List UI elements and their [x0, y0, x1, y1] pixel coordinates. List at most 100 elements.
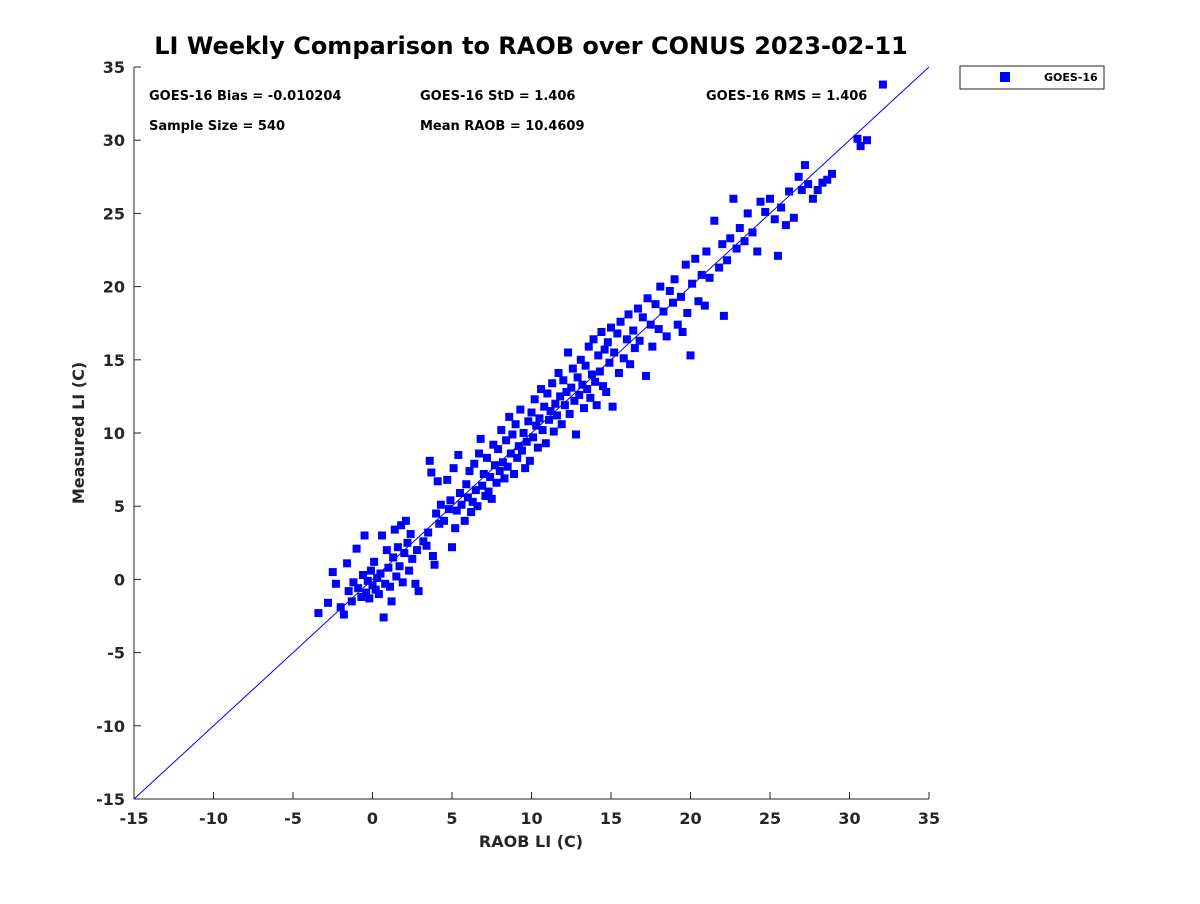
x-tick-label: 10	[520, 809, 542, 828]
data-point	[740, 237, 749, 246]
data-point	[575, 390, 584, 399]
data-point	[428, 551, 437, 560]
data-point	[502, 436, 511, 445]
data-point	[678, 327, 687, 336]
data-point	[343, 559, 352, 568]
data-point	[430, 560, 439, 569]
data-point	[457, 500, 466, 509]
data-point	[634, 304, 643, 313]
data-point	[403, 538, 412, 547]
data-point	[568, 364, 577, 373]
data-point	[506, 449, 515, 458]
y-tick-label: 35	[103, 58, 125, 77]
data-point	[622, 335, 631, 344]
data-point	[455, 489, 464, 498]
data-point	[484, 487, 493, 496]
data-point	[572, 430, 581, 439]
data-point	[616, 317, 625, 326]
data-point	[505, 412, 514, 421]
data-point	[669, 298, 678, 307]
data-point	[513, 453, 522, 462]
data-point	[498, 458, 507, 467]
data-point	[443, 475, 452, 484]
data-point	[475, 449, 484, 458]
data-point	[614, 368, 623, 377]
x-tick-label: 35	[918, 809, 940, 828]
data-point	[626, 360, 635, 369]
data-point	[804, 180, 813, 189]
data-point	[548, 379, 557, 388]
data-point	[549, 427, 558, 436]
data-point	[613, 329, 622, 338]
y-axis-label: Measured LI (C)	[69, 362, 88, 504]
data-point	[543, 389, 552, 398]
data-point	[797, 185, 806, 194]
data-point	[519, 429, 528, 437]
data-point	[452, 506, 461, 515]
x-tick-label: 25	[759, 809, 781, 828]
data-point	[357, 592, 366, 601]
data-point	[605, 358, 614, 367]
data-point	[328, 568, 337, 577]
rms-annotation: GOES-16 RMS = 1.406	[706, 89, 867, 104]
data-point	[595, 367, 604, 376]
data-point	[517, 446, 526, 455]
data-point	[422, 541, 431, 550]
data-point	[565, 409, 574, 418]
data-point	[541, 439, 550, 448]
data-point	[599, 382, 608, 391]
data-point	[562, 388, 571, 397]
data-point	[597, 327, 606, 336]
data-point	[467, 508, 476, 517]
data-point	[654, 325, 663, 334]
data-point	[487, 494, 496, 503]
data-point	[414, 587, 423, 596]
data-point	[522, 437, 531, 446]
data-point	[435, 519, 444, 528]
data-point	[494, 445, 503, 454]
data-point	[385, 582, 394, 591]
data-point	[393, 543, 402, 552]
data-point	[323, 598, 332, 607]
data-point	[551, 399, 560, 408]
data-point	[794, 172, 803, 181]
data-point	[818, 178, 827, 187]
data-point	[440, 516, 449, 525]
data-point	[700, 301, 709, 310]
data-point	[400, 549, 409, 558]
x-tick-label: 20	[679, 809, 701, 828]
data-point	[470, 459, 479, 468]
data-point	[766, 194, 774, 203]
data-point	[331, 579, 340, 588]
data-point	[567, 383, 576, 392]
data-point	[592, 401, 601, 410]
x-tick-label: -15	[120, 809, 149, 828]
data-point	[583, 385, 592, 394]
data-point	[473, 502, 482, 511]
data-point	[560, 401, 569, 410]
data-point	[362, 588, 371, 597]
data-point	[576, 355, 585, 364]
data-point	[643, 294, 652, 303]
data-point	[379, 613, 388, 622]
data-point	[610, 348, 619, 357]
legend-entry-goes-16: GOES-16	[1044, 71, 1098, 84]
data-point	[686, 351, 695, 360]
data-point	[427, 468, 436, 477]
legend-marker	[1000, 72, 1010, 82]
data-point	[419, 537, 428, 546]
data-point	[376, 569, 385, 578]
data-point	[370, 557, 379, 566]
data-point	[516, 405, 525, 414]
data-point	[641, 371, 650, 380]
data-point	[702, 247, 711, 256]
data-point	[770, 215, 779, 224]
data-point	[514, 442, 523, 451]
data-point	[468, 497, 477, 506]
data-point	[449, 464, 458, 473]
data-point	[476, 434, 485, 443]
data-point	[395, 562, 404, 571]
data-point	[527, 408, 536, 417]
data-point	[629, 326, 638, 335]
